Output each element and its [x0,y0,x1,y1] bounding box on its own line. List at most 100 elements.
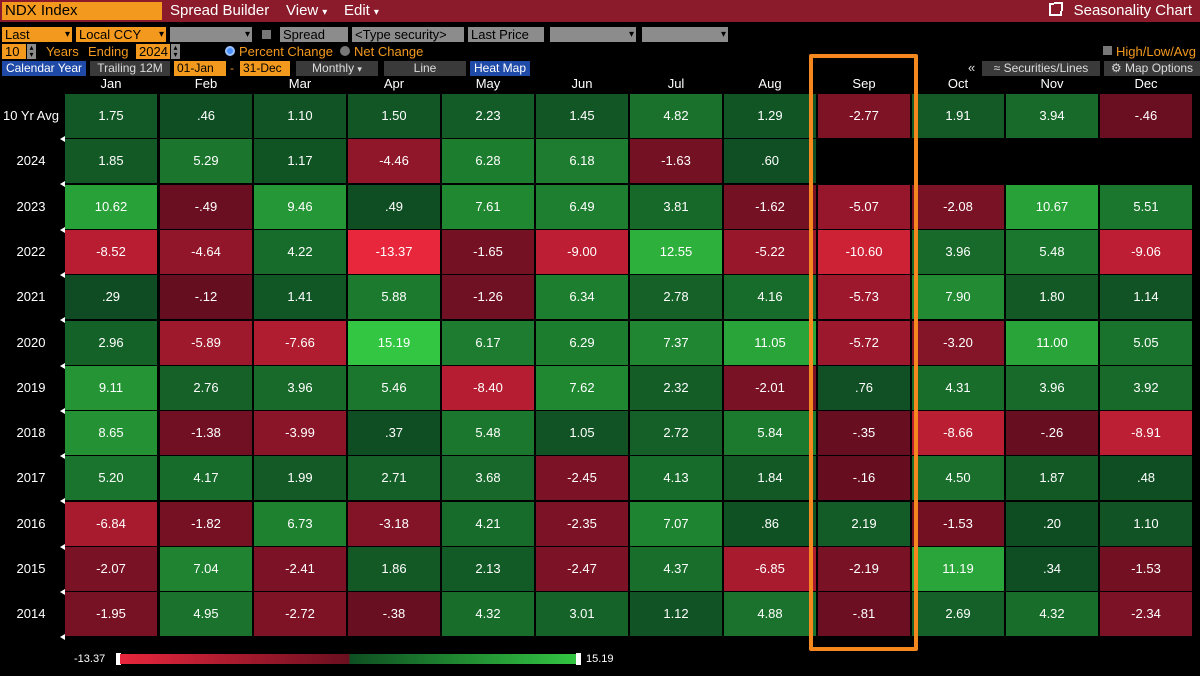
heatmap-cell[interactable]: 7.37 [630,320,722,365]
heatmap-cell[interactable]: 1.17 [254,139,346,184]
years-input[interactable]: 10 [2,44,26,59]
heatmap-cell[interactable]: -.81 [818,592,910,637]
heatmap-cell[interactable]: -9.06 [1100,229,1192,274]
seasonality-chart-title[interactable]: Seasonality Chart [1048,2,1192,20]
blank-select-1[interactable] [170,27,252,42]
heatmap-cell[interactable]: -.49 [160,184,252,229]
heatmap-cell[interactable]: -1.62 [724,184,816,229]
heatmap-cell[interactable]: -2.77 [818,94,910,138]
heatmap-cell[interactable]: -5.07 [818,184,910,229]
end-date-input[interactable]: 31-Dec [240,61,290,76]
heatmap-cell[interactable]: 11.05 [724,320,816,365]
security-input[interactable]: <Type security> [352,27,464,42]
heatmap-cell[interactable]: 1.45 [536,94,628,138]
heatmap-cell[interactable]: 6.34 [536,275,628,320]
heatmap-cell[interactable]: 4.32 [1006,592,1098,637]
heatmap-cell[interactable]: -8.40 [442,365,534,410]
heatmap-cell[interactable]: -5.72 [818,320,910,365]
heatmap-cell[interactable]: 5.48 [442,411,534,456]
period-select[interactable]: Monthly ▾ [296,61,378,76]
heatmap-cell[interactable]: -3.18 [348,501,440,546]
heatmap-cell[interactable]: 6.29 [536,320,628,365]
heatmap-cell[interactable]: -2.41 [254,547,346,591]
heatmap-cell[interactable]: -1.26 [442,275,534,320]
menu-spread-builder[interactable]: Spread Builder [170,2,270,19]
heatmap-cell[interactable]: 5.88 [348,275,440,320]
heatmap-cell[interactable]: 5.48 [1006,229,1098,274]
price-field-select-2[interactable]: Last Price [468,27,544,42]
heatmap-cell[interactable]: -.12 [160,275,252,320]
heatmap-cell[interactable]: 1.85 [65,139,157,184]
heatmap-cell[interactable]: 7.62 [536,365,628,410]
heatmap-cell[interactable]: 5.20 [65,456,157,501]
heatmap-cell[interactable]: -2.72 [254,592,346,637]
heatmap-cell[interactable]: -2.01 [724,365,816,410]
heatmap-cell[interactable]: 11.19 [912,547,1004,591]
heatmap-cell[interactable]: -1.65 [442,229,534,274]
heatmap-cell[interactable]: 7.04 [160,547,252,591]
heatmap-cell[interactable]: 7.61 [442,184,534,229]
heatmap-cell[interactable]: 9.11 [65,365,157,410]
heatmap-cell[interactable]: 4.88 [724,592,816,637]
heatmap-cell[interactable]: 3.96 [912,229,1004,274]
heatmap-cell[interactable]: 2.76 [160,365,252,410]
heatmap-cell[interactable]: -7.66 [254,320,346,365]
heatmap-cell[interactable]: 12.55 [630,229,722,274]
heatmap-cell[interactable]: 1.10 [254,94,346,138]
high-low-avg-checkbox[interactable] [1103,46,1112,55]
map-options-button[interactable]: ⚙ Map Options [1104,61,1200,76]
heatmap-cell[interactable]: -8.52 [65,229,157,274]
heatmap-cell[interactable]: -5.73 [818,275,910,320]
heatmap-cell[interactable]: 2.13 [442,547,534,591]
heatmap-cell[interactable]: 6.17 [442,320,534,365]
heatmap-cell[interactable] [1006,139,1098,184]
heatmap-cell[interactable]: 4.37 [630,547,722,591]
heatmap-cell[interactable]: -8.91 [1100,411,1192,456]
heatmap-cell[interactable]: 4.32 [442,592,534,637]
heatmap-cell[interactable]: .48 [1100,456,1192,501]
heatmap-cell[interactable]: 11.00 [1006,320,1098,365]
heatmap-cell[interactable]: 1.84 [724,456,816,501]
heatmap-cell[interactable]: -2.35 [536,501,628,546]
heatmap-cell[interactable]: -.26 [1006,411,1098,456]
menu-edit[interactable]: Edit ▾ [344,2,379,19]
heatmap-cell[interactable]: 5.05 [1100,320,1192,365]
heatmap-cell[interactable]: .20 [1006,501,1098,546]
heatmap-cell[interactable]: 9.46 [254,184,346,229]
heatmap-cell[interactable]: 5.29 [160,139,252,184]
heatmap-cell[interactable]: .76 [818,365,910,410]
heatmap-cell[interactable]: 2.19 [818,501,910,546]
price-field-select[interactable]: Last Price [2,27,72,57]
heatmap-cell[interactable]: 3.96 [1006,365,1098,410]
heatmap-cell[interactable]: 6.28 [442,139,534,184]
menu-view[interactable]: View ▾ [286,2,328,19]
net-change-radio[interactable] [340,46,350,56]
heatmap-cell[interactable]: -2.34 [1100,592,1192,637]
currency-select[interactable]: Local CCY [76,27,166,42]
heatmap-cell[interactable]: 3.01 [536,592,628,637]
trailing-12m-button[interactable]: Trailing 12M [90,61,170,76]
heatmap-cell[interactable]: -1.38 [160,411,252,456]
heatmap-cell[interactable]: 1.99 [254,456,346,501]
heatmap-cell[interactable]: -1.63 [630,139,722,184]
heatmap-cell[interactable]: 1.10 [1100,501,1192,546]
heatmap-cell[interactable]: 1.86 [348,547,440,591]
heatmap-cell[interactable]: -1.53 [1100,547,1192,591]
heatmap-cell[interactable]: 2.96 [65,320,157,365]
heatmap-cell[interactable]: -4.64 [160,229,252,274]
ticker-field[interactable]: NDX Index [2,2,162,20]
heatmap-cell[interactable]: -1.53 [912,501,1004,546]
heatmap-cell[interactable]: -.46 [1100,94,1192,138]
heatmap-cell[interactable]: -4.46 [348,139,440,184]
heatmap-cell[interactable]: 1.41 [254,275,346,320]
heatmap-cell[interactable]: 10.62 [65,184,157,229]
heatmap-cell[interactable]: 1.29 [724,94,816,138]
heatmap-cell[interactable]: 6.73 [254,501,346,546]
heatmap-cell[interactable]: .60 [724,139,816,184]
ending-year-input[interactable]: 2024 [136,44,170,59]
blank-select-3[interactable] [642,27,728,42]
heatmap-cell[interactable]: -2.47 [536,547,628,591]
heatmap-cell[interactable]: -9.00 [536,229,628,274]
heatmap-cell[interactable]: -3.99 [254,411,346,456]
heatmap-cell[interactable]: -.38 [348,592,440,637]
